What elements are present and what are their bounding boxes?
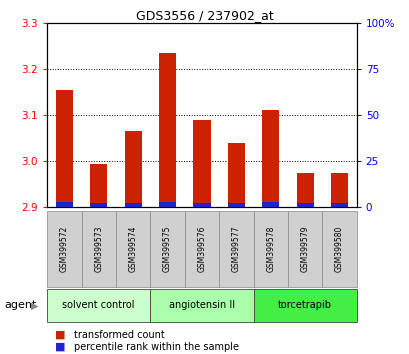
Bar bbox=[321, 211, 356, 287]
Text: GDS3556 / 237902_at: GDS3556 / 237902_at bbox=[136, 9, 273, 22]
Text: percentile rank within the sample: percentile rank within the sample bbox=[74, 342, 238, 352]
Text: agent: agent bbox=[4, 300, 36, 310]
Text: GSM399574: GSM399574 bbox=[128, 225, 137, 272]
Text: GSM399577: GSM399577 bbox=[231, 225, 240, 272]
Text: ■: ■ bbox=[55, 342, 66, 352]
Bar bbox=[193, 120, 210, 207]
Bar bbox=[296, 204, 313, 207]
Text: torcetrapib: torcetrapib bbox=[277, 300, 331, 310]
Bar bbox=[227, 204, 244, 207]
Bar bbox=[296, 172, 313, 207]
Bar bbox=[150, 289, 253, 322]
Bar bbox=[159, 53, 176, 207]
Bar bbox=[116, 211, 150, 287]
Text: ▶: ▶ bbox=[31, 300, 38, 310]
Bar bbox=[227, 143, 244, 207]
Text: angiotensin II: angiotensin II bbox=[169, 300, 234, 310]
Text: GSM399575: GSM399575 bbox=[163, 225, 172, 272]
Bar bbox=[124, 204, 142, 207]
Bar bbox=[261, 109, 279, 207]
Bar bbox=[124, 131, 142, 207]
Bar bbox=[253, 211, 287, 287]
Bar bbox=[47, 289, 150, 322]
Bar bbox=[330, 204, 347, 207]
Bar bbox=[253, 289, 356, 322]
Bar bbox=[56, 201, 73, 207]
Text: GSM399579: GSM399579 bbox=[300, 225, 309, 272]
Bar bbox=[330, 172, 347, 207]
Bar bbox=[90, 164, 107, 207]
Bar bbox=[193, 204, 210, 207]
Bar bbox=[47, 211, 81, 287]
Text: GSM399580: GSM399580 bbox=[334, 225, 343, 272]
Text: GSM399578: GSM399578 bbox=[265, 225, 274, 272]
Text: GSM399576: GSM399576 bbox=[197, 225, 206, 272]
Text: GSM399573: GSM399573 bbox=[94, 225, 103, 272]
Text: GSM399572: GSM399572 bbox=[60, 225, 69, 272]
Bar bbox=[81, 211, 116, 287]
Bar bbox=[159, 201, 176, 207]
Bar bbox=[184, 211, 218, 287]
Text: transformed count: transformed count bbox=[74, 330, 164, 339]
Bar bbox=[261, 201, 279, 207]
Bar bbox=[287, 211, 321, 287]
Text: solvent control: solvent control bbox=[62, 300, 135, 310]
Bar bbox=[56, 90, 73, 207]
Bar bbox=[90, 204, 107, 207]
Bar bbox=[218, 211, 253, 287]
Bar bbox=[150, 211, 184, 287]
Text: ■: ■ bbox=[55, 330, 66, 339]
